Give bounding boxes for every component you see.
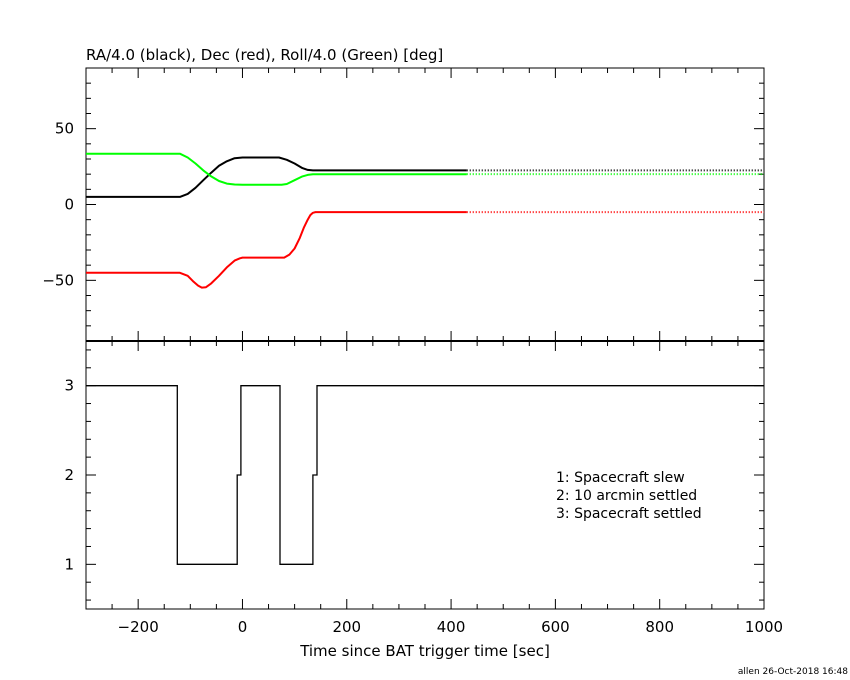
legend-item-10arcmin: 2: 10 arcmin settled: [556, 488, 697, 504]
bottom-panel: 1 2 3 −200 0 200 400 600 800 1000: [64, 340, 784, 636]
legend-item-settled: 3: Spacecraft settled: [556, 506, 702, 522]
top-panel-title: RA/4.0 (black), Dec (red), Roll/4.0 (Gre…: [86, 46, 443, 64]
bottom-panel-y-tick-labels: 1 2 3: [64, 377, 74, 574]
y-tick-label: 3: [64, 377, 74, 395]
series-line-2: [86, 152, 467, 186]
x-tick-labels: −200 0 200 400 600 800 1000: [118, 618, 784, 636]
top-panel-ticks: [85, 67, 765, 342]
x-tick-label: 600: [541, 618, 570, 636]
top-panel-y-tick-labels: −50 0 50: [42, 120, 74, 290]
series-line-1: [86, 211, 467, 289]
x-tick-label: 200: [332, 618, 361, 636]
x-tick-label: 0: [238, 618, 248, 636]
y-tick-label: 1: [64, 555, 74, 573]
top-panel-series: [86, 152, 764, 289]
y-tick-label: 50: [55, 120, 74, 138]
x-tick-label: 1000: [745, 618, 783, 636]
bottom-panel-series: [86, 385, 764, 565]
x-axis-label: Time since BAT trigger time [sec]: [299, 642, 550, 660]
x-tick-label: 800: [645, 618, 674, 636]
footer-stamp: allen 26-Oct-2018 16:48: [738, 667, 848, 677]
legend: 1: Spacecraft slew 2: 10 arcmin settled …: [556, 470, 702, 522]
y-tick-label: 2: [64, 466, 74, 484]
series-line-0: [86, 156, 467, 198]
x-tick-label: −200: [118, 618, 159, 636]
top-panel-frame: [85, 67, 765, 342]
status-step-line: [86, 385, 764, 565]
top-panel: −50 0 50: [42, 67, 765, 342]
legend-item-slew: 1: Spacecraft slew: [556, 470, 685, 486]
y-tick-label: 0: [64, 196, 74, 214]
y-tick-label: −50: [42, 271, 74, 289]
x-tick-label: 400: [437, 618, 466, 636]
